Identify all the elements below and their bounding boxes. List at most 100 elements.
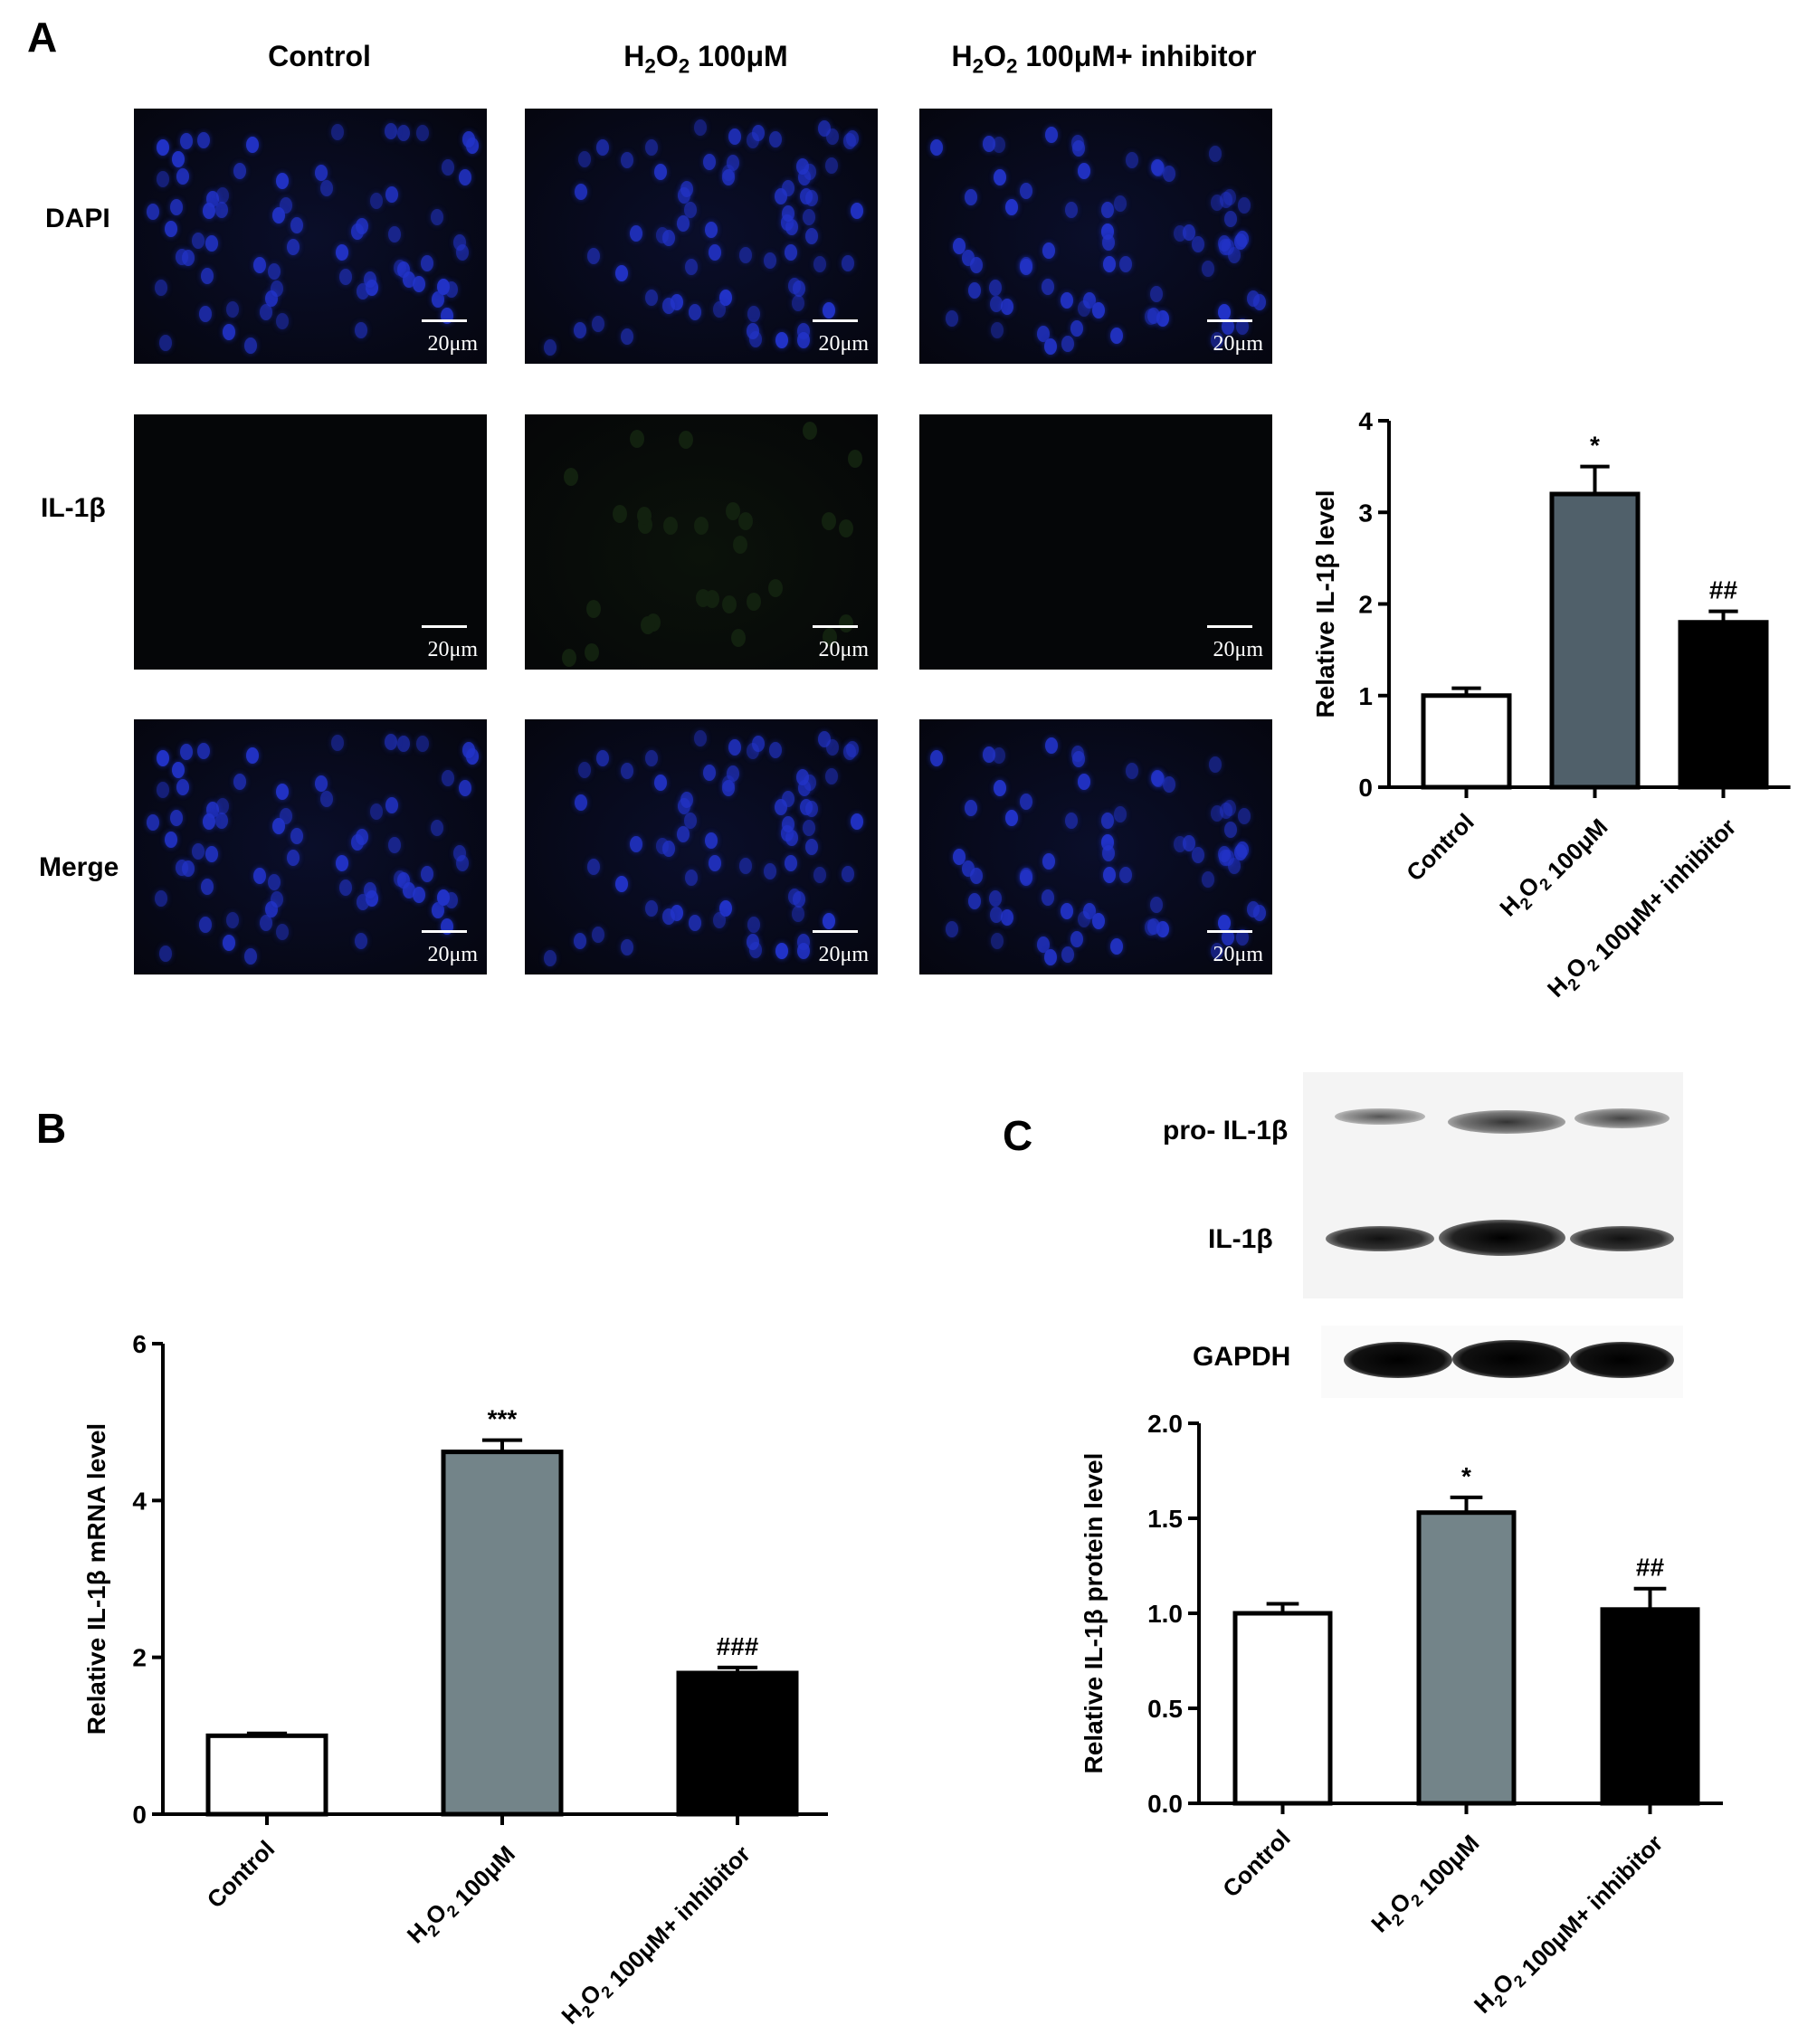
cell-nucleus	[994, 168, 1007, 185]
y-tick-label: 0	[132, 1801, 147, 1829]
cell-nucleus	[394, 870, 407, 888]
cell-nucleus	[245, 137, 259, 154]
band-il1b-inhibitor	[1570, 1226, 1674, 1251]
cell-nucleus	[663, 517, 679, 536]
cell-nucleus	[721, 169, 735, 186]
scale-bar-label: 20μm	[1213, 638, 1263, 661]
cell-nucleus	[1077, 911, 1090, 928]
cell-nucleus	[792, 906, 805, 923]
cell-nucleus	[644, 749, 658, 766]
cell-nucleus	[1100, 812, 1114, 829]
cell-nucleus	[1209, 145, 1222, 162]
cell-nucleus	[952, 849, 966, 866]
cell-nucleus	[215, 798, 229, 815]
cell-nucleus	[243, 947, 257, 965]
cell-nucleus	[202, 813, 215, 830]
cell-nucleus	[315, 775, 328, 793]
y-tick-label: 1	[1358, 682, 1373, 710]
cell-nucleus	[574, 183, 587, 200]
x-tick-label: H2O2 100μM	[402, 1835, 520, 1954]
cell-nucleus	[413, 275, 426, 292]
cell-nucleus	[1237, 807, 1251, 824]
cell-nucleus	[821, 511, 836, 530]
cell-nucleus	[1100, 201, 1114, 218]
cell-nucleus	[271, 818, 285, 835]
cell-nucleus	[839, 518, 854, 537]
cell-nucleus	[215, 187, 229, 204]
blot-label-gapdh: GAPDH	[1193, 1342, 1291, 1372]
cell-nucleus	[1246, 290, 1260, 307]
cell-nucleus	[708, 244, 721, 261]
cell-nucleus	[1183, 224, 1195, 242]
cell-nucleus	[1227, 857, 1241, 874]
cell-nucleus	[370, 803, 384, 821]
band-gapdh-control	[1344, 1342, 1452, 1378]
cell-nucleus	[147, 203, 160, 220]
cell-nucleus	[796, 942, 810, 959]
cell-nucleus	[684, 812, 698, 829]
cell-nucleus	[694, 516, 709, 535]
cell-nucleus	[929, 138, 943, 156]
cell-nucleus	[795, 769, 809, 786]
cell-nucleus	[782, 205, 795, 223]
cell-nucleus	[818, 119, 832, 137]
cell-nucleus	[680, 791, 693, 808]
cell-nucleus	[964, 188, 977, 205]
cell-nucleus	[747, 593, 762, 612]
y-tick-label: 1.0	[1147, 1600, 1183, 1628]
cell-nucleus	[339, 269, 353, 286]
cell-nucleus	[989, 279, 1003, 296]
cell-nucleus	[1222, 318, 1235, 336]
cell-nucleus	[1224, 211, 1238, 228]
scale-bar	[422, 625, 467, 628]
cell-nucleus	[689, 914, 702, 931]
bar-0	[205, 1733, 328, 1817]
bar-2	[676, 1670, 799, 1817]
cell-nucleus	[774, 798, 787, 815]
cell-nucleus	[462, 741, 476, 758]
cell-nucleus	[630, 225, 643, 242]
cell-nucleus	[396, 735, 410, 752]
cell-nucleus	[585, 642, 600, 661]
cell-nucleus	[696, 588, 711, 607]
cell-nucleus	[1125, 151, 1138, 168]
cell-nucleus	[402, 271, 415, 289]
y-tick-label: 2.0	[1147, 1410, 1183, 1438]
cell-nucleus	[769, 130, 783, 147]
cell-nucleus	[1119, 866, 1133, 883]
cell-nucleus	[967, 282, 981, 299]
cell-nucleus	[1222, 929, 1235, 946]
chart-c: 0.0 0.5 1.0 1.5 2.0 Relative IL-1β protein le…	[1080, 1410, 1723, 2019]
cell-nucleus	[1202, 260, 1215, 277]
cell-nucleus	[993, 136, 1006, 153]
cell-nucleus	[200, 267, 214, 284]
cell-nucleus	[1233, 843, 1247, 860]
cell-nucleus	[1060, 903, 1073, 920]
cell-nucleus	[437, 889, 451, 906]
micrograph-merge-h2o2: 20μm	[525, 719, 878, 974]
x-tick-label: H2O2 100μM+ inhibitor	[556, 1835, 755, 2034]
cell-nucleus	[196, 132, 210, 149]
cell-nucleus	[199, 917, 213, 934]
y-tick-label: 0.0	[1147, 1790, 1183, 1818]
cell-nucleus	[1110, 327, 1124, 344]
y-tick-label: 0.5	[1147, 1695, 1183, 1723]
cell-nucleus	[574, 794, 587, 811]
panel-c-letter: C	[1003, 1112, 1033, 1159]
cell-nucleus	[385, 733, 398, 750]
cell-nucleus	[586, 858, 600, 875]
cell-nucleus	[769, 741, 783, 758]
cell-nucleus	[591, 316, 604, 333]
cell-nucleus	[738, 512, 754, 531]
cell-nucleus	[1077, 300, 1090, 318]
cell-nucleus	[1044, 127, 1058, 144]
micrograph-dapi-control: 20μm	[134, 109, 487, 364]
y-axis-label: Relative IL-1β level	[1311, 490, 1339, 718]
cell-nucleus	[252, 256, 266, 273]
cell-nucleus	[1078, 162, 1091, 179]
cell-nucleus	[233, 162, 247, 179]
cell-nucleus	[319, 790, 333, 807]
cell-nucleus	[1060, 292, 1073, 309]
scale-bar	[1207, 930, 1252, 933]
cell-nucleus	[356, 218, 369, 235]
